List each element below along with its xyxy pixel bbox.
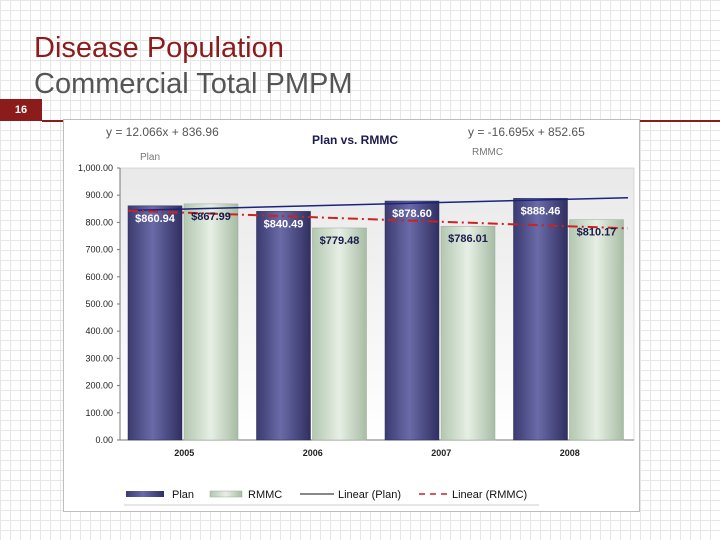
legend: Plan RMMC Linear (Plan) Linear (RMMC) bbox=[124, 489, 539, 506]
slide-title: Disease Population Commercial Total PMPM bbox=[34, 30, 714, 102]
title-line-2: Commercial Total PMPM bbox=[34, 68, 353, 100]
x-tick-label: 2007 bbox=[431, 448, 451, 458]
y-tick-label: 0.00 bbox=[95, 435, 113, 445]
data-label-rmmc-2005: $867.99 bbox=[191, 211, 231, 223]
y-tick-label: 300.00 bbox=[85, 353, 113, 363]
data-label-rmmc-2007: $786.01 bbox=[448, 233, 488, 245]
bar-rmmc-2008 bbox=[569, 219, 624, 441]
legend-swatch-plan bbox=[126, 491, 164, 497]
x-tick-label: 2006 bbox=[303, 448, 323, 458]
y-tick-label: 700.00 bbox=[85, 245, 113, 255]
y-tick-label: 900.00 bbox=[85, 190, 113, 200]
data-label-plan-2006: $840.49 bbox=[264, 218, 304, 230]
chart-frame: 0.00 100.00 200.00 300.00 400.00 500.00 600.00… bbox=[63, 119, 640, 512]
data-label-plan-2008: $888.46 bbox=[521, 205, 561, 217]
data-label-rmmc-2008: $810.17 bbox=[577, 227, 617, 239]
legend-label-plan: Plan bbox=[172, 489, 194, 501]
bar-plan-2007 bbox=[384, 200, 440, 441]
trend-line-rmmc bbox=[127, 209, 629, 230]
bar-plan-2008 bbox=[513, 198, 568, 441]
y-tick-label: 200.00 bbox=[85, 381, 113, 391]
bar-rmmc-2007 bbox=[440, 225, 496, 441]
trend-line-plan bbox=[127, 196, 629, 212]
y-tick-label: 600.00 bbox=[85, 272, 113, 282]
x-tick-label: 2005 bbox=[174, 448, 194, 458]
data-label-rmmc-2006: $779.48 bbox=[320, 235, 360, 247]
chart: 0.00 100.00 200.00 300.00 400.00 500.00 600.00… bbox=[78, 125, 635, 506]
bar-rmmc-2006 bbox=[312, 227, 367, 441]
legend-label-rmmc-trend: Linear (RMMC) bbox=[452, 489, 527, 501]
rmmc-trend-equation: y = -16.695x + 852.65 bbox=[468, 125, 585, 139]
rmmc-trend-label: RMMC bbox=[472, 147, 503, 158]
legend-label-rmmc: RMMC bbox=[248, 489, 282, 501]
y-tick-label: 400.00 bbox=[85, 326, 113, 336]
y-tick-label: 1,000.00 bbox=[78, 163, 113, 173]
bar-plan-2005 bbox=[127, 205, 183, 441]
data-label-plan-2005: $860.94 bbox=[135, 213, 176, 225]
plan-trend-equation: y = 12.066x + 836.96 bbox=[106, 125, 219, 139]
plan-trend-label: Plan bbox=[140, 152, 160, 163]
data-label-plan-2007: $878.60 bbox=[392, 208, 432, 220]
slide-number: 16 bbox=[0, 99, 42, 121]
y-tick-label: 500.00 bbox=[85, 299, 113, 309]
legend-swatch-rmmc bbox=[209, 490, 243, 498]
bar-rmmc-2005 bbox=[183, 203, 239, 441]
chart-title: Plan vs. RMMC bbox=[312, 133, 398, 147]
x-tick-label: 2008 bbox=[560, 448, 580, 458]
y-tick-label: 100.00 bbox=[85, 408, 113, 418]
legend-label-plan-trend: Linear (Plan) bbox=[338, 489, 401, 501]
bar-plan-2006 bbox=[256, 211, 311, 441]
y-tick-label: 800.00 bbox=[85, 217, 113, 227]
title-line-1: Disease Population bbox=[34, 32, 284, 64]
